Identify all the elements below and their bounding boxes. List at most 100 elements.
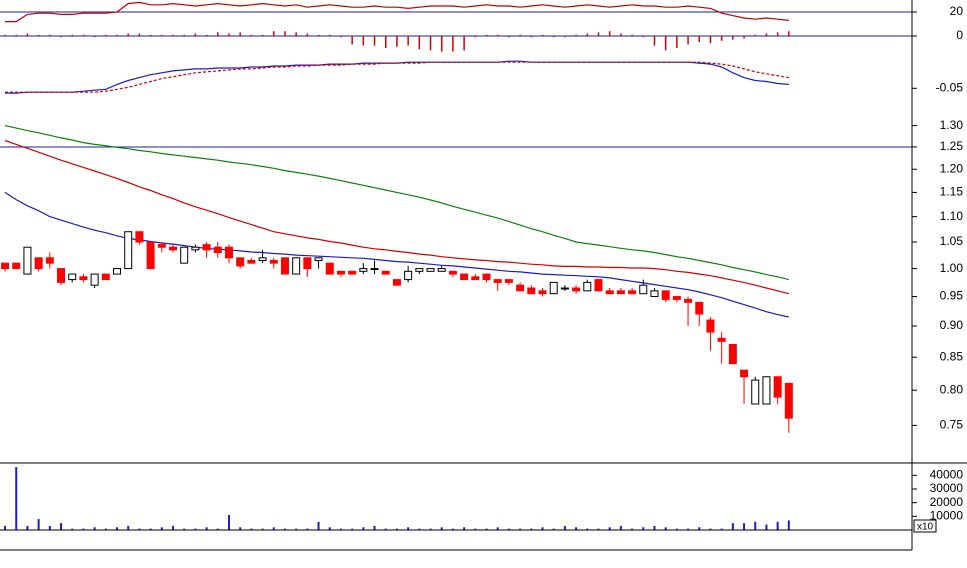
volume-bar	[720, 528, 723, 530]
candle-body	[784, 382, 793, 419]
candle-body	[325, 262, 334, 275]
volume-bar	[586, 528, 589, 530]
volume-bar	[317, 521, 320, 530]
candle-body	[572, 287, 581, 292]
candle-body	[448, 270, 457, 275]
volume-bar	[653, 525, 656, 530]
candle-body	[672, 296, 681, 300]
axis-note: x10	[917, 522, 934, 533]
volume-bar	[608, 527, 611, 530]
volume-bar	[664, 527, 667, 530]
volume-bar	[272, 527, 275, 530]
axis-note-box	[913, 519, 937, 533]
volume-bar	[138, 528, 141, 530]
candle-body	[773, 376, 782, 398]
volume-bar	[15, 467, 18, 530]
volume-bar	[71, 528, 74, 530]
volume-bar	[82, 528, 85, 530]
y-tick-label: 1.20	[940, 161, 964, 175]
volume-bar	[295, 528, 298, 530]
candle-body	[124, 231, 133, 270]
volume-bar	[306, 528, 309, 530]
volume-bar	[26, 525, 29, 530]
candle-body	[191, 246, 200, 251]
axis-layer: 20 0 -0.05 0.75 0.80 0.85 0.90 0.95 1.00 1.05 1.10…	[912, 4, 964, 533]
volume-bar	[116, 527, 119, 530]
volume-bar	[743, 523, 746, 530]
volume-bar	[429, 528, 432, 530]
y-tick-label: 1.00	[940, 261, 964, 275]
y-tick-label: 1.15	[940, 185, 964, 199]
volume-bar	[261, 528, 264, 530]
volume-bar	[160, 527, 163, 530]
volume-bar	[384, 528, 387, 530]
candle-body	[348, 270, 357, 275]
volume-bar	[765, 524, 768, 530]
plot-layer	[0, 1, 912, 530]
candle-body	[616, 290, 625, 295]
candle-body	[168, 246, 177, 251]
candle-body	[236, 257, 245, 267]
y-tick-label: 0	[956, 28, 963, 42]
candle-body	[202, 244, 211, 251]
candle-body	[269, 259, 278, 264]
candle-body	[314, 257, 323, 261]
candle-body	[113, 268, 122, 275]
y-tick-label: 20	[950, 4, 964, 18]
candle-body	[336, 270, 345, 275]
volume-bar	[373, 525, 376, 530]
indicator-line	[5, 1, 789, 23]
volume-bar	[552, 528, 555, 530]
y-tick-label: 0.90	[940, 318, 964, 332]
y-tick-label: 40000	[930, 467, 964, 481]
volume-bar	[351, 528, 354, 530]
candle-body	[549, 281, 558, 295]
candle-body	[370, 268, 379, 271]
y-tick-label: -0.05	[936, 80, 964, 94]
candle-body	[527, 287, 536, 295]
candle-body	[57, 268, 66, 283]
volume-bar	[440, 527, 443, 530]
volume-bar	[149, 528, 152, 530]
volume-bar	[642, 527, 645, 530]
volume-bar	[754, 521, 757, 530]
volume-bar	[451, 528, 454, 530]
volume-bar	[239, 527, 242, 530]
y-tick-label: 1.10	[940, 209, 964, 223]
candle-body	[471, 276, 480, 281]
volume-bar	[362, 527, 365, 530]
candle-body	[740, 369, 749, 378]
y-tick-label: 1.05	[940, 234, 964, 248]
candle-body	[695, 301, 704, 315]
candle-body	[415, 268, 424, 272]
candle-body	[12, 262, 21, 270]
volume-bar	[37, 519, 40, 530]
volume-bar	[698, 527, 701, 530]
volume-bar	[104, 528, 107, 530]
y-tick-label: 0.95	[940, 289, 964, 303]
volume-bar	[675, 528, 678, 530]
candle-body	[426, 268, 435, 272]
indicator-line	[4, 125, 789, 281]
y-tick-label: 1.25	[940, 139, 964, 153]
candle-body	[437, 268, 446, 272]
volume-bar	[4, 525, 7, 530]
volume-bar	[485, 528, 488, 530]
candle-body	[34, 257, 43, 270]
volume-bar	[496, 527, 499, 530]
volume-bar	[250, 528, 253, 530]
volume-bar	[575, 527, 578, 530]
volume-bar	[619, 525, 622, 530]
volume-bar	[474, 528, 477, 530]
candle-body	[157, 244, 166, 248]
candle-body	[359, 268, 368, 272]
volume-bar	[597, 528, 600, 530]
candle-body	[45, 257, 54, 264]
volume-bar	[519, 528, 522, 530]
candle-body	[706, 319, 715, 333]
candle-body	[538, 290, 547, 295]
candle-body	[605, 290, 614, 295]
volume-bar	[563, 525, 566, 530]
y-tick-label: 10000	[930, 508, 964, 522]
